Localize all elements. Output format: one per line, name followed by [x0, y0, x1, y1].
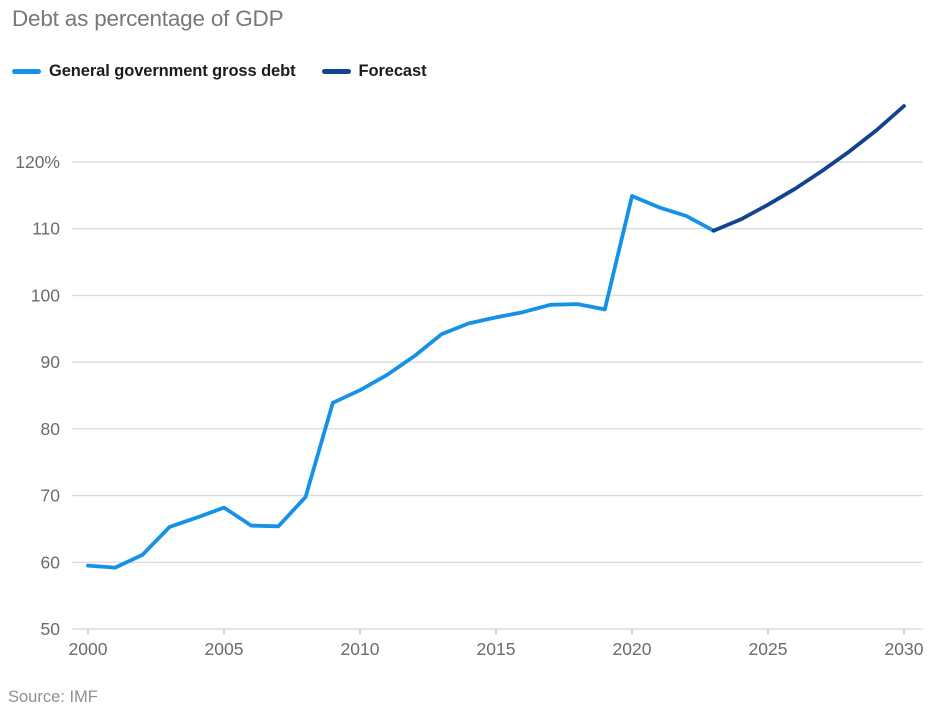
legend: General government gross debt Forecast [12, 62, 427, 81]
y-axis-label-100: 100 [31, 285, 60, 305]
x-axis-label-2000: 2000 [69, 639, 108, 659]
y-axis-label-60: 60 [41, 552, 61, 572]
legend-label-forecast: Forecast [358, 62, 427, 80]
y-axis-label-90: 90 [41, 352, 61, 372]
x-axis-label-2020: 2020 [613, 639, 652, 659]
series-line-actual [86, 194, 716, 570]
y-axis-label-50: 50 [41, 619, 61, 639]
x-axis-label-2005: 2005 [205, 639, 244, 659]
chart-title: Debt as percentage of GDP [12, 6, 284, 31]
legend-label-actual: General government gross debt [49, 62, 296, 80]
source-note: Source: IMF [8, 688, 98, 706]
legend-swatch-actual-icon [12, 69, 41, 74]
y-axis-label-120: 120% [15, 152, 60, 172]
x-axis-label-2025: 2025 [749, 639, 788, 659]
series-line-forecast [711, 104, 906, 233]
y-axis-label-70: 70 [41, 486, 61, 506]
y-axis-label-80: 80 [41, 419, 61, 439]
legend-swatch-forecast-icon [321, 69, 351, 74]
x-axis-label-2015: 2015 [477, 639, 516, 659]
legend-item-forecast: Forecast [321, 62, 427, 81]
y-axis-label-110: 110 [32, 219, 60, 239]
x-axis-label-2030: 2030 [885, 639, 924, 659]
legend-item-actual: General government gross debt [12, 62, 296, 81]
x-axis-label-2010: 2010 [341, 639, 380, 659]
